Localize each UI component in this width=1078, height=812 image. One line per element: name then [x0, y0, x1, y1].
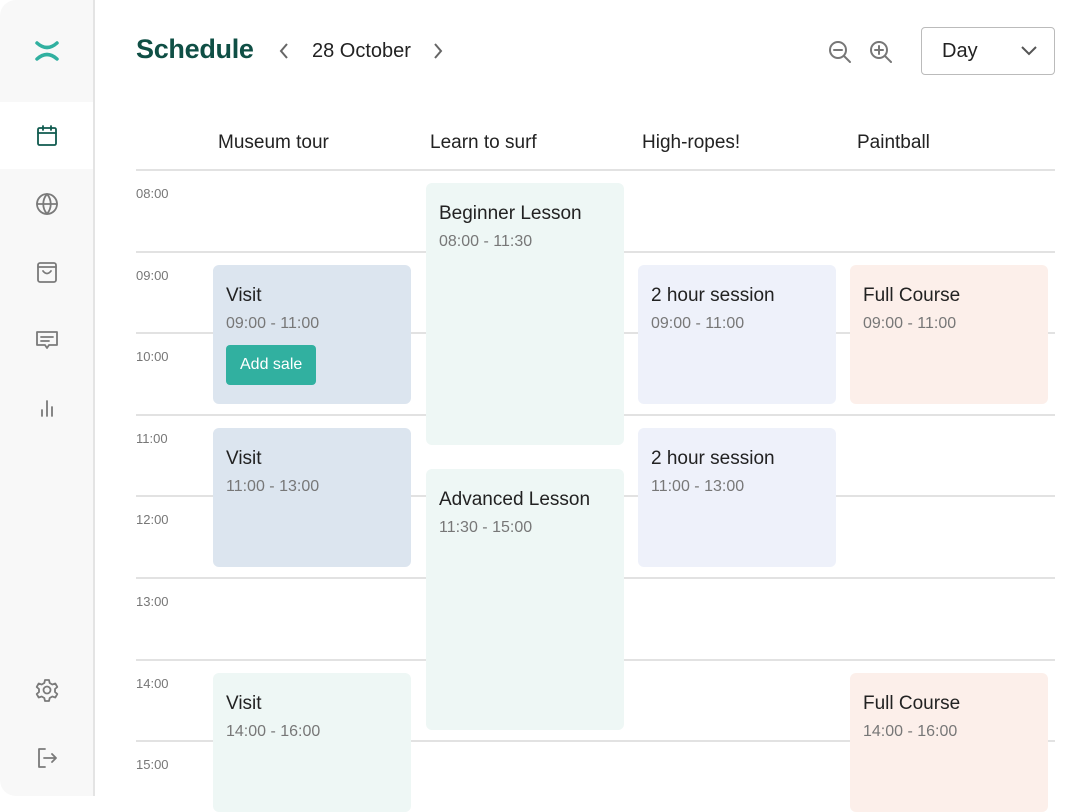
event-title: Beginner Lesson	[439, 203, 582, 224]
zoom-out-icon	[829, 41, 851, 63]
gear-icon	[35, 678, 58, 702]
sidebar-item-calendar[interactable]	[0, 102, 93, 169]
bar-chart-icon	[40, 399, 53, 417]
next-day-button[interactable]	[428, 38, 448, 64]
prev-day-button[interactable]	[274, 38, 294, 64]
message-icon	[35, 330, 58, 349]
event-title: Full Course	[863, 284, 961, 306]
event-time: 08:00 - 11:30	[439, 233, 533, 250]
event-time: 11:30 - 15:00	[439, 518, 533, 536]
time-label: 11:00	[136, 431, 168, 446]
shopping-bag-icon	[36, 261, 57, 283]
event-card[interactable]: 2 hour session 11:00 - 13:00	[638, 427, 836, 567]
zoom-out-button[interactable]	[826, 38, 854, 66]
logo[interactable]	[0, 17, 93, 84]
column-header: Learn to surf	[430, 132, 537, 153]
event-card[interactable]: Visit 14:00 - 16:00	[213, 672, 411, 812]
event-time: 14:00 - 16:00	[863, 722, 958, 740]
event-title: Full Course	[863, 692, 961, 714]
chevron-left-icon	[279, 43, 288, 59]
sidebar-item-shop[interactable]	[0, 238, 93, 305]
event-title: 2 hour session	[651, 284, 775, 306]
view-select[interactable]: Day	[921, 27, 1055, 75]
add-sale-button[interactable]: Add sale	[226, 344, 317, 385]
time-label: 08:00	[136, 186, 169, 201]
event-card[interactable]: Visit 09:00 - 11:00 Add sale	[213, 264, 411, 404]
chevron-down-icon	[1021, 46, 1037, 56]
event-time: 09:00 - 11:00	[863, 314, 957, 332]
time-label: 15:00	[136, 757, 169, 772]
event-time: 14:00 - 16:00	[226, 722, 321, 740]
column-header: Paintball	[857, 132, 930, 153]
sidebar-item-messages[interactable]	[0, 306, 93, 373]
globe-icon	[35, 192, 58, 215]
column-header: Museum tour	[218, 132, 329, 153]
column-header: High-ropes!	[642, 132, 741, 153]
sidebar-item-analytics[interactable]	[0, 374, 93, 441]
event-time: 11:00 - 13:00	[226, 477, 320, 495]
logo-icon	[34, 40, 59, 61]
event-title: Visit	[226, 284, 262, 306]
event-time: 11:00 - 13:00	[651, 477, 745, 495]
event-card[interactable]: Full Course 09:00 - 11:00	[850, 264, 1048, 404]
event-title: 2 hour session	[651, 447, 775, 469]
logout-icon	[37, 747, 57, 768]
event-card[interactable]: Advanced Lesson 11:30 - 15:00	[426, 468, 624, 731]
page-title: Schedule	[136, 34, 254, 64]
view-select-value: Day	[942, 39, 978, 62]
time-label: 09:00	[136, 268, 169, 283]
time-label: 10:00	[136, 349, 169, 364]
chevron-right-icon	[434, 43, 443, 59]
event-card[interactable]: Beginner Lesson 08:00 - 11:30	[426, 183, 624, 445]
event-title: Visit	[226, 447, 262, 469]
event-time: 09:00 - 11:00	[651, 314, 745, 332]
sidebar-item-logout[interactable]	[0, 724, 93, 791]
time-label: 12:00	[136, 512, 169, 527]
event-title: Visit	[226, 692, 262, 714]
hour-divider	[136, 169, 1055, 171]
event-time: 09:00 - 11:00	[226, 314, 320, 332]
current-date: 28 October	[312, 40, 411, 62]
event-card[interactable]: Full Course 14:00 - 16:00	[850, 672, 1048, 812]
event-title: Advanced Lesson	[439, 488, 591, 510]
event-card[interactable]: 2 hour session 09:00 - 11:00	[638, 264, 836, 404]
sidebar	[0, 0, 95, 796]
sidebar-item-settings[interactable]	[0, 656, 93, 723]
zoom-in-button[interactable]	[867, 38, 895, 66]
event-card[interactable]: Visit 11:00 - 13:00	[213, 427, 411, 567]
hour-divider	[136, 740, 1055, 742]
calendar-icon	[36, 124, 57, 146]
time-label: 14:00	[136, 676, 169, 691]
time-label: 13:00	[136, 594, 169, 609]
zoom-in-icon	[870, 41, 892, 63]
sidebar-item-globe[interactable]	[0, 170, 93, 237]
